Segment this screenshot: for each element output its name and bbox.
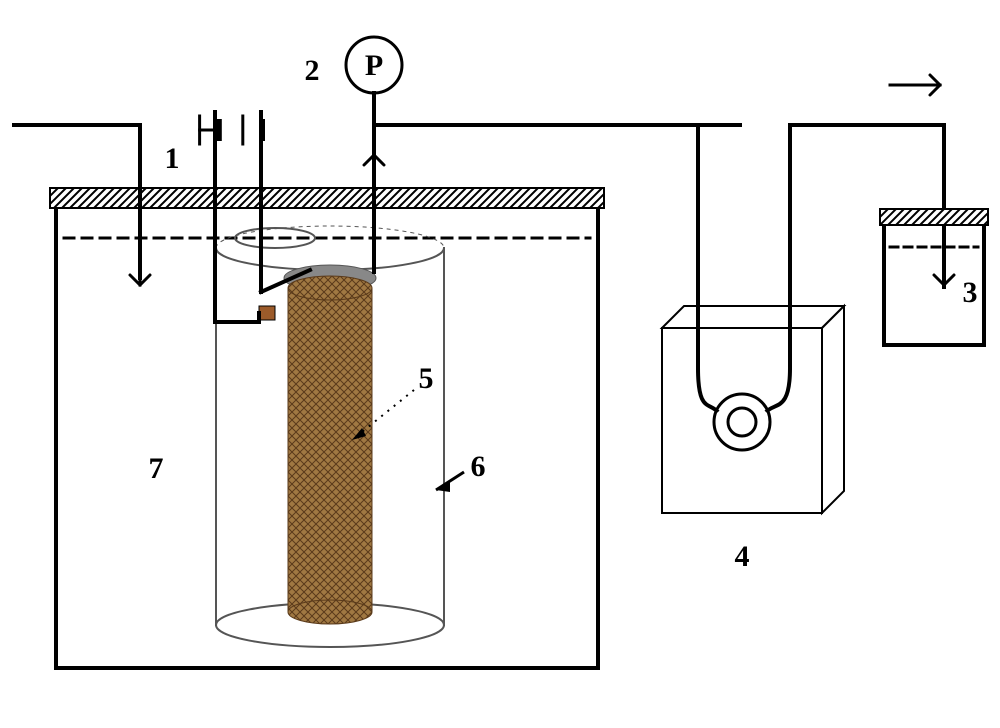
- outlet-pipe: [790, 75, 944, 287]
- label-electrode: 5: [419, 362, 434, 395]
- collector-vessel: [864, 209, 1000, 345]
- power-supply: [200, 112, 262, 144]
- label-tank: 7: [149, 452, 164, 485]
- pump: [662, 125, 844, 513]
- inner-electrode: [284, 265, 376, 624]
- label-gauge_num: 2: [305, 54, 320, 87]
- label-collector: 3: [963, 276, 978, 309]
- label-pump: 4: [735, 540, 750, 573]
- electrode-contact: [259, 306, 275, 320]
- label-outer_cyl: 6: [471, 450, 486, 483]
- label-power: 1: [165, 142, 180, 175]
- gauge-letter: P: [365, 49, 383, 82]
